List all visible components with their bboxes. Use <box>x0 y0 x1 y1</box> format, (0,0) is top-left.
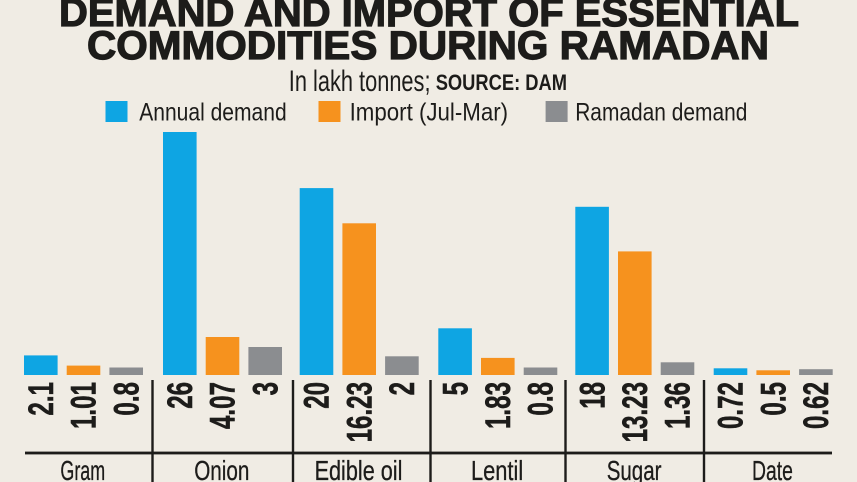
svg-text:2: 2 <box>382 382 422 395</box>
svg-text:0.62: 0.62 <box>796 382 836 429</box>
svg-text:Sugar: Sugar <box>607 455 662 482</box>
svg-text:Onion: Onion <box>194 455 249 482</box>
svg-text:COMMODITIES DURING RAMADAN: COMMODITIES DURING RAMADAN <box>87 24 769 68</box>
svg-text:0.72: 0.72 <box>711 382 751 429</box>
svg-text:0.5: 0.5 <box>753 382 793 416</box>
svg-text:Date: Date <box>752 455 793 482</box>
svg-text:Annual demand: Annual demand <box>139 99 287 127</box>
svg-text:In lakh tonnes;: In lakh tonnes; <box>289 65 431 98</box>
svg-text:0.8: 0.8 <box>521 382 561 416</box>
svg-text:26: 26 <box>160 382 200 409</box>
svg-text:1.01: 1.01 <box>64 382 104 429</box>
svg-text:Edible oil: Edible oil <box>315 455 403 482</box>
svg-text:16.23: 16.23 <box>339 382 379 442</box>
svg-text:2.1: 2.1 <box>21 382 61 416</box>
svg-text:Gram: Gram <box>60 455 105 482</box>
svg-text:SOURCE: DAM: SOURCE: DAM <box>436 70 567 95</box>
svg-text:18: 18 <box>572 382 612 409</box>
svg-text:4.07: 4.07 <box>203 382 243 429</box>
svg-text:Ramadan demand: Ramadan demand <box>575 99 747 127</box>
svg-text:20: 20 <box>297 382 337 409</box>
svg-text:3: 3 <box>245 382 285 395</box>
svg-text:Lentil: Lentil <box>471 455 523 482</box>
svg-text:0.8: 0.8 <box>106 382 146 416</box>
svg-text:13.23: 13.23 <box>615 382 655 442</box>
svg-text:5: 5 <box>435 382 475 395</box>
svg-text:Import (Jul-Mar): Import (Jul-Mar) <box>350 99 509 127</box>
svg-text:1.83: 1.83 <box>478 382 518 429</box>
svg-text:1.36: 1.36 <box>658 382 698 429</box>
svg-text:DEMAND AND IMPORT OF ESSENTIAL: DEMAND AND IMPORT OF ESSENTIAL <box>59 0 799 35</box>
